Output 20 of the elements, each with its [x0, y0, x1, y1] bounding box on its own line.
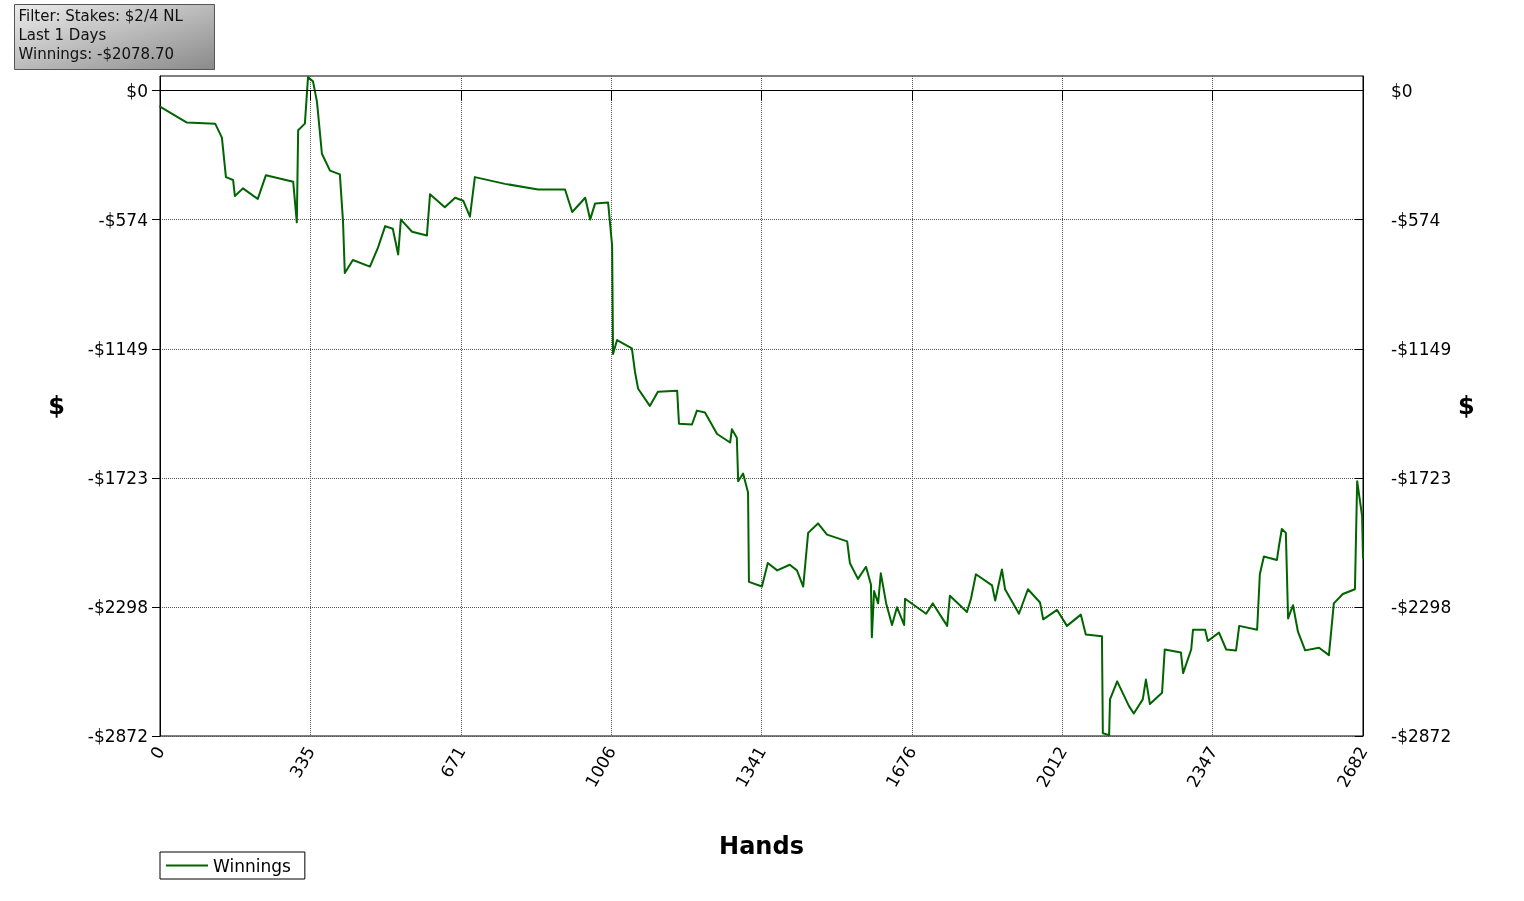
- y-tick-label: -$2298: [87, 597, 148, 618]
- y-tick-label: $0: [126, 80, 148, 101]
- y-tick-label: -$1723: [87, 467, 148, 488]
- y-tick-label: -$1149: [87, 338, 148, 359]
- x-tick-label: 0: [145, 743, 169, 763]
- y2-tick-label: -$1723: [1391, 467, 1452, 488]
- text: Winnings: -$2078.70: [18, 45, 175, 63]
- text: Filter: Stakes: $2/4 NL: [18, 7, 184, 25]
- y2-tick-label: -$574: [1391, 209, 1441, 230]
- y2-tick-label: -$2298: [1391, 597, 1452, 618]
- y2-axis-title: $: [1458, 392, 1475, 420]
- y2-tick-label: -$2872: [1391, 726, 1452, 746]
- y2-tick-label: $0: [1391, 80, 1413, 101]
- y2-tick-label: -$1149: [1391, 338, 1452, 359]
- y-tick-label: -$574: [98, 209, 148, 230]
- text: Last 1 Days: [18, 26, 107, 44]
- y-axis-title: $: [48, 392, 65, 420]
- legend-label: Winnings: [213, 855, 291, 876]
- x-axis-title: Hands: [719, 832, 804, 860]
- y-tick-label: -$2872: [87, 726, 148, 746]
